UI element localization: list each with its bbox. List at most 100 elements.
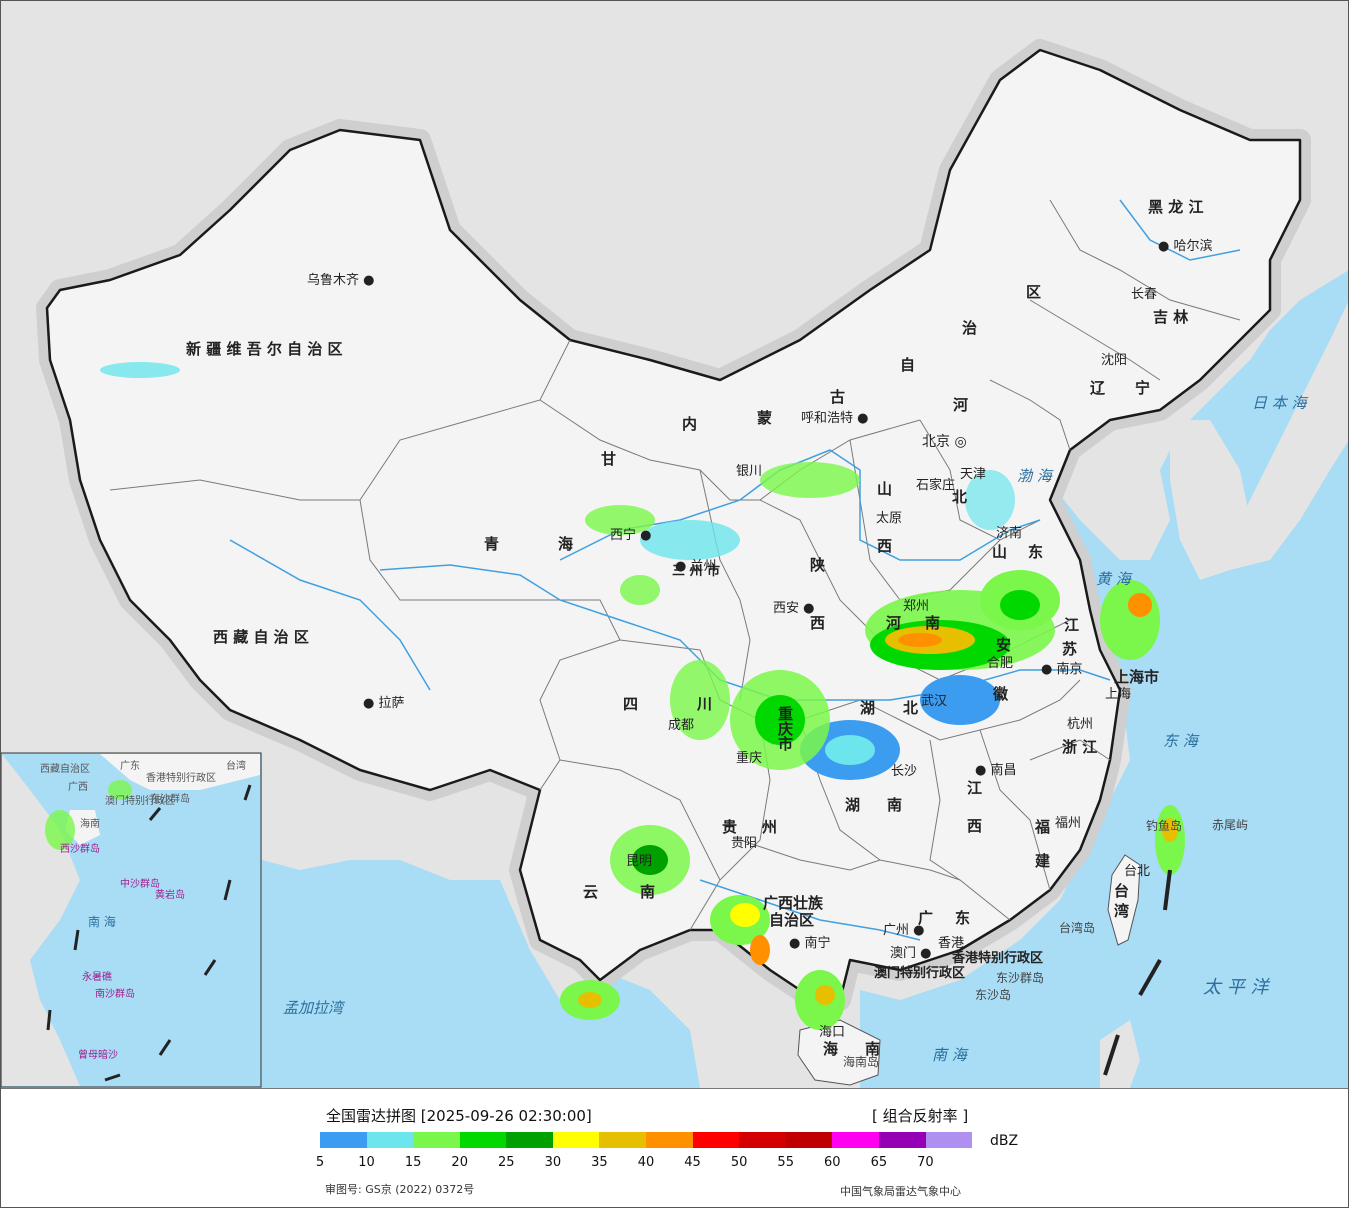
city-hohhot: 呼和浩特 ●: [801, 411, 869, 426]
sea-label-bohai: 渤 海: [1017, 467, 1052, 485]
sea-label-donghai: 东 海: [1163, 732, 1198, 750]
province-label-hebei-1: 河: [953, 396, 969, 414]
province-label-guizhou-1: 贵: [722, 818, 738, 836]
data-source: 中国气象局雷达气象中心: [840, 1185, 961, 1198]
province-label-xizang: 西 藏 自 治 区: [213, 628, 309, 646]
legend-swatch: [413, 1132, 460, 1148]
province-label-hebei-2: 北: [952, 488, 968, 506]
city-fuzhou: 福州: [1055, 816, 1082, 831]
province-label-hunan-2: 南: [887, 796, 903, 814]
city-hongkong: 香港: [938, 936, 965, 951]
island-label-taiwan: 台湾岛: [1059, 921, 1096, 935]
legend-tick-label: 10: [358, 1155, 375, 1170]
province-label-sichuan-1: 四: [623, 695, 639, 713]
inset-label: 南 海: [88, 915, 116, 929]
legend-swatch: [320, 1132, 367, 1148]
legend-tick-label: 45: [684, 1155, 701, 1170]
city-xian: 西安 ●: [773, 601, 815, 616]
city-wuhan: 武汉: [921, 694, 948, 709]
city-changsha: 长沙: [891, 764, 918, 779]
radar-echoes: [100, 362, 1185, 1030]
neighbor-land-philippines: [1100, 1020, 1140, 1088]
sea-label-nanhai: 南 海: [932, 1046, 967, 1064]
legend-panel: 全国雷达拼图 [2025-09-26 02:30:00] [ 组合反射率 ] d…: [0, 1088, 1349, 1209]
province-label-hubei-1: 湖: [860, 699, 876, 717]
legend-swatch: [366, 1132, 414, 1148]
legend-unit: dBZ: [990, 1133, 1019, 1149]
province-label-liaoning-2: 宁: [1135, 379, 1151, 397]
province-label-anhui-2: 徽: [993, 685, 1009, 703]
city-hefei: 合肥: [987, 656, 1014, 671]
province-label-fujian-1: 福: [1035, 818, 1051, 836]
inset-label: 永暑礁: [82, 972, 112, 983]
island-label-hainan: 海南岛: [843, 1055, 880, 1069]
city-changchun: 长春: [1131, 287, 1158, 302]
legend-tick-label: 55: [777, 1155, 794, 1170]
legend-swatch: [692, 1132, 740, 1148]
inset-label: 广东: [120, 761, 140, 772]
city-shijiazhuang: 石家庄: [916, 478, 956, 493]
city-macao: 澳门 ●: [890, 946, 932, 961]
sea-label-taipingyang: 太 平 洋: [1203, 977, 1269, 998]
province-label-shanghai: 上海市: [1114, 668, 1160, 686]
province-label-hainan-2: 南: [865, 1040, 881, 1058]
island-label-diaoyu: 钓鱼岛: [1146, 819, 1183, 833]
province-label-jiangsu-2: 苏: [1062, 640, 1078, 658]
province-label-guangdong-1: 广: [918, 909, 934, 927]
province-label-guizhou-2: 州: [762, 818, 778, 836]
province-label-yunnan-2: 南: [640, 883, 656, 901]
legend-product: [ 组合反射率 ]: [872, 1107, 969, 1125]
province-label-yunnan-1: 云: [583, 883, 599, 901]
province-label-heilongjiang: 黑 龙 江: [1148, 198, 1204, 216]
city-yinchuan: 银川: [736, 464, 763, 479]
inset-label: 台湾: [226, 761, 246, 772]
province-label-henan-2: 南: [925, 614, 941, 632]
city-kunming: 昆明: [626, 854, 653, 869]
inset-label: 黄岩岛: [155, 890, 185, 901]
legend-tick-label: 35: [591, 1155, 608, 1170]
province-label-neimenggu-3: 古: [830, 388, 846, 406]
province-label-neimenggu-5: 治: [962, 319, 978, 337]
province-label-guangdong-2: 东: [955, 909, 971, 927]
city-taipei: 台北: [1124, 864, 1151, 879]
legend-tick-label: 5: [315, 1155, 325, 1170]
legend-swatch: [925, 1132, 973, 1148]
city-lanzhou: ● 兰州: [675, 559, 717, 574]
legend-tick-label: 50: [730, 1155, 748, 1170]
city-lhasa: ● 拉萨: [363, 696, 405, 711]
province-label-shaanxi-1: 陕: [810, 556, 826, 574]
province-label-shanxi-1: 山: [877, 480, 893, 498]
province-label-taiwan-1: 台: [1114, 882, 1130, 900]
legend-swatch: [785, 1132, 833, 1148]
city-harbin: ● 哈尔滨: [1158, 239, 1213, 254]
sea-label-ribenhai: 日 本 海: [1252, 394, 1307, 412]
inset-label: 西沙群岛: [60, 844, 100, 855]
legend-swatch: [646, 1132, 693, 1148]
legend-tick-label: 65: [870, 1155, 888, 1170]
legend-swatch: [506, 1132, 553, 1148]
province-label-neimenggu-2: 蒙: [757, 409, 773, 427]
legend-tick-label: 60: [824, 1155, 841, 1170]
taiwan-island: [1107, 854, 1141, 946]
city-chongqing: 重庆: [736, 751, 763, 766]
legend-swatch: [878, 1132, 926, 1148]
province-label-macao-sar: 澳门特别行政区: [874, 966, 966, 981]
province-label-henan-1: 河: [886, 614, 902, 632]
legend-swatch: [552, 1132, 600, 1148]
city-zhengzhou: 郑州: [903, 599, 930, 614]
province-label-liaoning-1: 辽: [1090, 379, 1106, 397]
province-label-qinghai-1: 青: [484, 535, 500, 553]
city-nanchang: ● 南昌: [975, 763, 1017, 778]
province-label-hunan-1: 湖: [845, 796, 861, 814]
city-hangzhou: 杭州: [1067, 717, 1094, 732]
city-guiyang: 贵阳: [731, 836, 758, 851]
inset-label: 海南: [80, 819, 100, 830]
province-label-guangxi-1: 广西壮族: [763, 894, 824, 912]
legend-tick-label: 70: [917, 1155, 934, 1170]
legend-title: 全国雷达拼图 [2025-09-26 02:30:00]: [326, 1107, 592, 1125]
island-label-dongsha-dao: 东沙岛: [975, 988, 1012, 1002]
province-label-shandong-1: 山: [992, 543, 1008, 561]
legend-swatch: [599, 1132, 647, 1148]
city-chengdu: 成都: [668, 718, 695, 733]
legend-swatch: [739, 1132, 786, 1148]
